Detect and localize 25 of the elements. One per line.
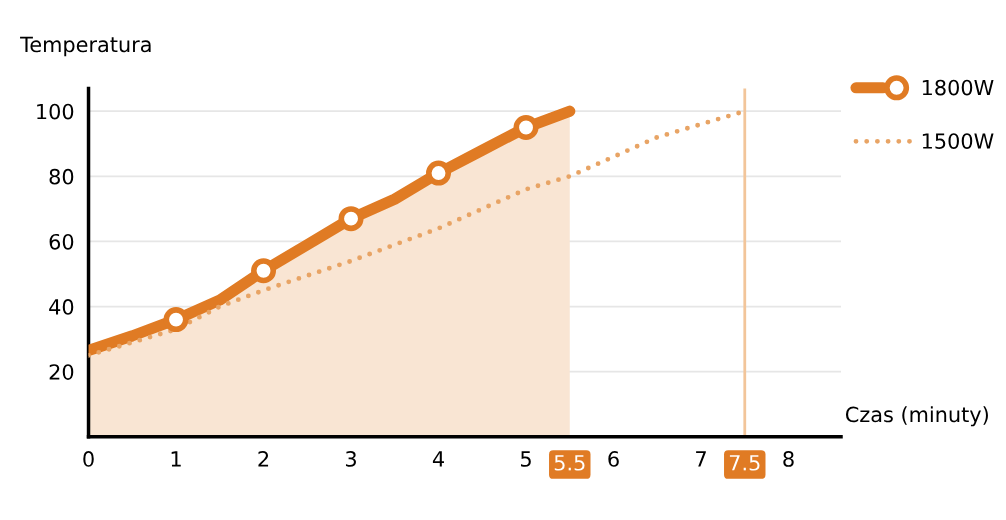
x-tick-label: 5 [521, 451, 531, 467]
x-tick-label: 3 [345, 451, 356, 467]
annotation: 5.5 [554, 455, 585, 471]
y-tick-label: 20 [49, 364, 74, 380]
point [426, 160, 452, 186]
y-tick-label: 60 [49, 233, 74, 250]
point [338, 206, 364, 232]
y-tick-label: 80 [49, 168, 74, 185]
x-tick-label: 6 [608, 451, 619, 467]
legend-label: 1800W [922, 79, 994, 96]
x-tick-label: 4 [432, 451, 444, 467]
x-axis-title: Czas (minuty) [845, 406, 988, 427]
y-tick-label: 100 [37, 103, 74, 120]
x-tick-label: 0 [83, 451, 94, 467]
point [513, 114, 539, 140]
x-tick-label: 8 [783, 451, 794, 467]
point [251, 258, 277, 284]
x-tick-label: 1 [171, 451, 181, 467]
x-tick-label: 2 [258, 451, 269, 467]
y-tick-label: 40 [49, 299, 74, 315]
annotation: 7.5 [729, 455, 760, 471]
point [163, 307, 189, 333]
legend-label: 1500W [922, 133, 994, 149]
x-tick-label: 7 [696, 451, 706, 467]
y-axis-title: Temperatura [20, 36, 151, 57]
